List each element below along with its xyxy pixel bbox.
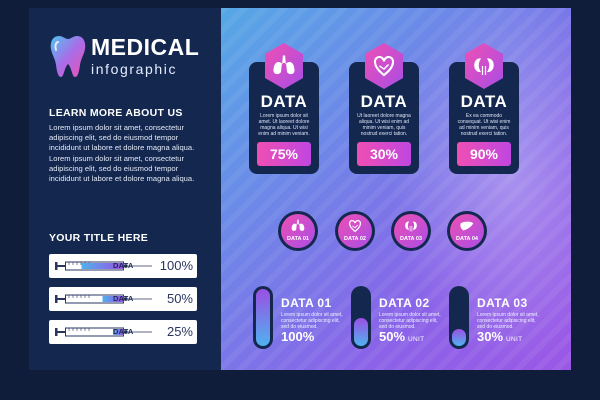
learn-more-heading: LEARN MORE ABOUT US xyxy=(49,107,183,119)
tube-text: Lorem ipsum dolor sit amet, consectetur … xyxy=(477,312,539,330)
tube-value-number: 50% xyxy=(379,329,406,344)
card-title: DATA xyxy=(460,92,508,111)
card-value: 75% xyxy=(257,142,311,166)
tube-unit: UNIT xyxy=(408,336,425,343)
tube-title: DATA 03 xyxy=(477,296,528,310)
kidneys-icon xyxy=(405,221,417,232)
brand-title: MEDICAL xyxy=(91,34,200,60)
card-title: DATA xyxy=(360,92,408,111)
card-value: 90% xyxy=(457,142,511,166)
syringe-label: DATA xyxy=(113,294,134,303)
syringe-icon xyxy=(55,294,152,304)
lungs-icon xyxy=(265,43,303,89)
card-title: DATA xyxy=(260,92,308,111)
tube-value: 30% UNIT xyxy=(477,329,522,344)
infographic: MEDICAL infographic LEARN MORE ABOUT US … xyxy=(29,8,571,370)
organ-circle: DATA 01 xyxy=(278,211,318,251)
syringe-percent: 50% xyxy=(166,291,193,306)
about-paragraph: Lorem ipsum dolor sit amet, consectetur … xyxy=(49,123,195,184)
heart-icon xyxy=(348,219,362,233)
syringe-row: DATA 50% xyxy=(49,287,197,311)
circle-label: DATA 01 xyxy=(287,236,309,242)
logo: MEDICAL infographic xyxy=(49,34,199,78)
tube-unit: UNIT xyxy=(506,336,523,343)
syringe-percent: 100% xyxy=(159,258,193,273)
your-title-heading: YOUR TITLE HERE xyxy=(49,232,149,244)
brand-subtitle: infographic xyxy=(91,61,178,77)
tube-value-number: 100% xyxy=(281,329,315,344)
card-value: 30% xyxy=(357,142,411,166)
level-tube-fill xyxy=(452,328,466,346)
organ-circle: DATA 04 xyxy=(447,211,487,251)
level-tube xyxy=(449,286,469,349)
tube-text: Lorem ipsum dolor sit amet, consectetur … xyxy=(281,312,343,330)
heart-icon xyxy=(365,43,403,89)
left-panel: MEDICAL infographic LEARN MORE ABOUT US … xyxy=(29,8,221,370)
card-text: Ut laoreet dolore magna aliqua. Ut wisi … xyxy=(357,113,411,137)
tube-value: 100% xyxy=(281,329,317,344)
tube-title: DATA 01 xyxy=(281,296,332,310)
data-card: DATA Ut laoreet dolore magna aliqua. Ut … xyxy=(349,43,419,174)
tube-value: 50% UNIT xyxy=(379,329,424,344)
organ-circle: DATA 02 xyxy=(335,211,375,251)
kidneys-icon xyxy=(465,43,503,89)
circle-label: DATA 04 xyxy=(456,236,478,242)
syringe-row: DATA 100% xyxy=(49,254,197,278)
tooth-icon xyxy=(50,36,86,77)
tube-value-number: 30% xyxy=(477,329,504,344)
level-tube xyxy=(351,286,371,349)
syringe-label: DATA xyxy=(113,261,134,270)
circle-label: DATA 03 xyxy=(400,236,422,242)
circle-label: DATA 02 xyxy=(344,236,366,242)
card-text: Lorem ipsum dolor sit amet. Ut laoreet d… xyxy=(258,113,310,137)
tube-title: DATA 02 xyxy=(379,296,430,310)
level-tube-fill xyxy=(256,289,270,346)
card-text: Ex ea commodo consequat. Ut wisi enim ad… xyxy=(457,113,511,137)
data-card: DATA Ex ea commodo consequat. Ut wisi en… xyxy=(449,43,519,174)
tube-text: Lorem ipsum dolor sit amet, consectetur … xyxy=(379,312,441,330)
syringe-percent: 25% xyxy=(166,324,193,339)
organ-circle: DATA 03 xyxy=(391,211,431,251)
right-panel: DATA Lorem ipsum dolor sit amet. Ut laor… xyxy=(221,8,571,370)
lungs-icon xyxy=(291,219,305,231)
level-tube-fill xyxy=(354,317,368,346)
syringe-label: DATA xyxy=(113,327,134,336)
syringe-icon xyxy=(55,327,152,337)
syringe-icon xyxy=(55,261,152,271)
liver-icon xyxy=(460,221,474,231)
data-card: DATA Lorem ipsum dolor sit amet. Ut laor… xyxy=(249,43,319,174)
level-tube xyxy=(253,286,273,349)
syringe-row: DATA 25% xyxy=(49,320,197,344)
